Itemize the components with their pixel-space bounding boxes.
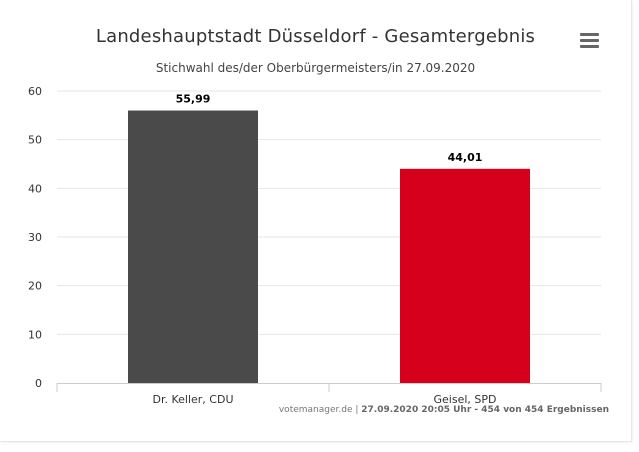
data-label: 55,99 <box>176 93 211 106</box>
y-tick-label: 10 <box>28 328 42 341</box>
y-tick-label: 0 <box>35 377 42 390</box>
y-tick-label: 40 <box>28 182 42 195</box>
menu-line <box>580 45 599 48</box>
chart-subtitle: Stichwahl des/der Oberbürgermeisters/in … <box>155 61 476 75</box>
x-tick-label: Geisel, SPD <box>434 393 497 406</box>
credits-source[interactable]: votemanager.de <box>278 405 353 415</box>
credits-detail: 27.09.2020 20:05 Uhr - 454 von 454 Ergeb… <box>361 405 609 415</box>
menu-line <box>580 39 599 42</box>
chart-title: Landeshauptstadt Düsseldorf - Gesamterge… <box>95 26 536 47</box>
y-tick-label: 50 <box>28 134 42 147</box>
y-tick-label: 20 <box>28 280 42 293</box>
data-label: 44,01 <box>448 151 483 164</box>
credits[interactable]: votemanager.de | 27.09.2020 20:05 Uhr - … <box>279 405 609 415</box>
hamburger-menu-icon[interactable] <box>580 33 599 49</box>
y-tick-label: 30 <box>28 231 42 244</box>
y-tick-label: 60 <box>28 85 42 98</box>
credits-separator: | <box>352 405 362 415</box>
bar <box>400 168 530 383</box>
bar-chart: 0 10 20 30 40 50 60 55,99 Dr. Keller, CDU 44,01 Ge… <box>28 85 602 406</box>
bar <box>128 110 258 384</box>
x-tick-label: Dr. Keller, CDU <box>152 393 233 406</box>
menu-line <box>580 33 599 36</box>
